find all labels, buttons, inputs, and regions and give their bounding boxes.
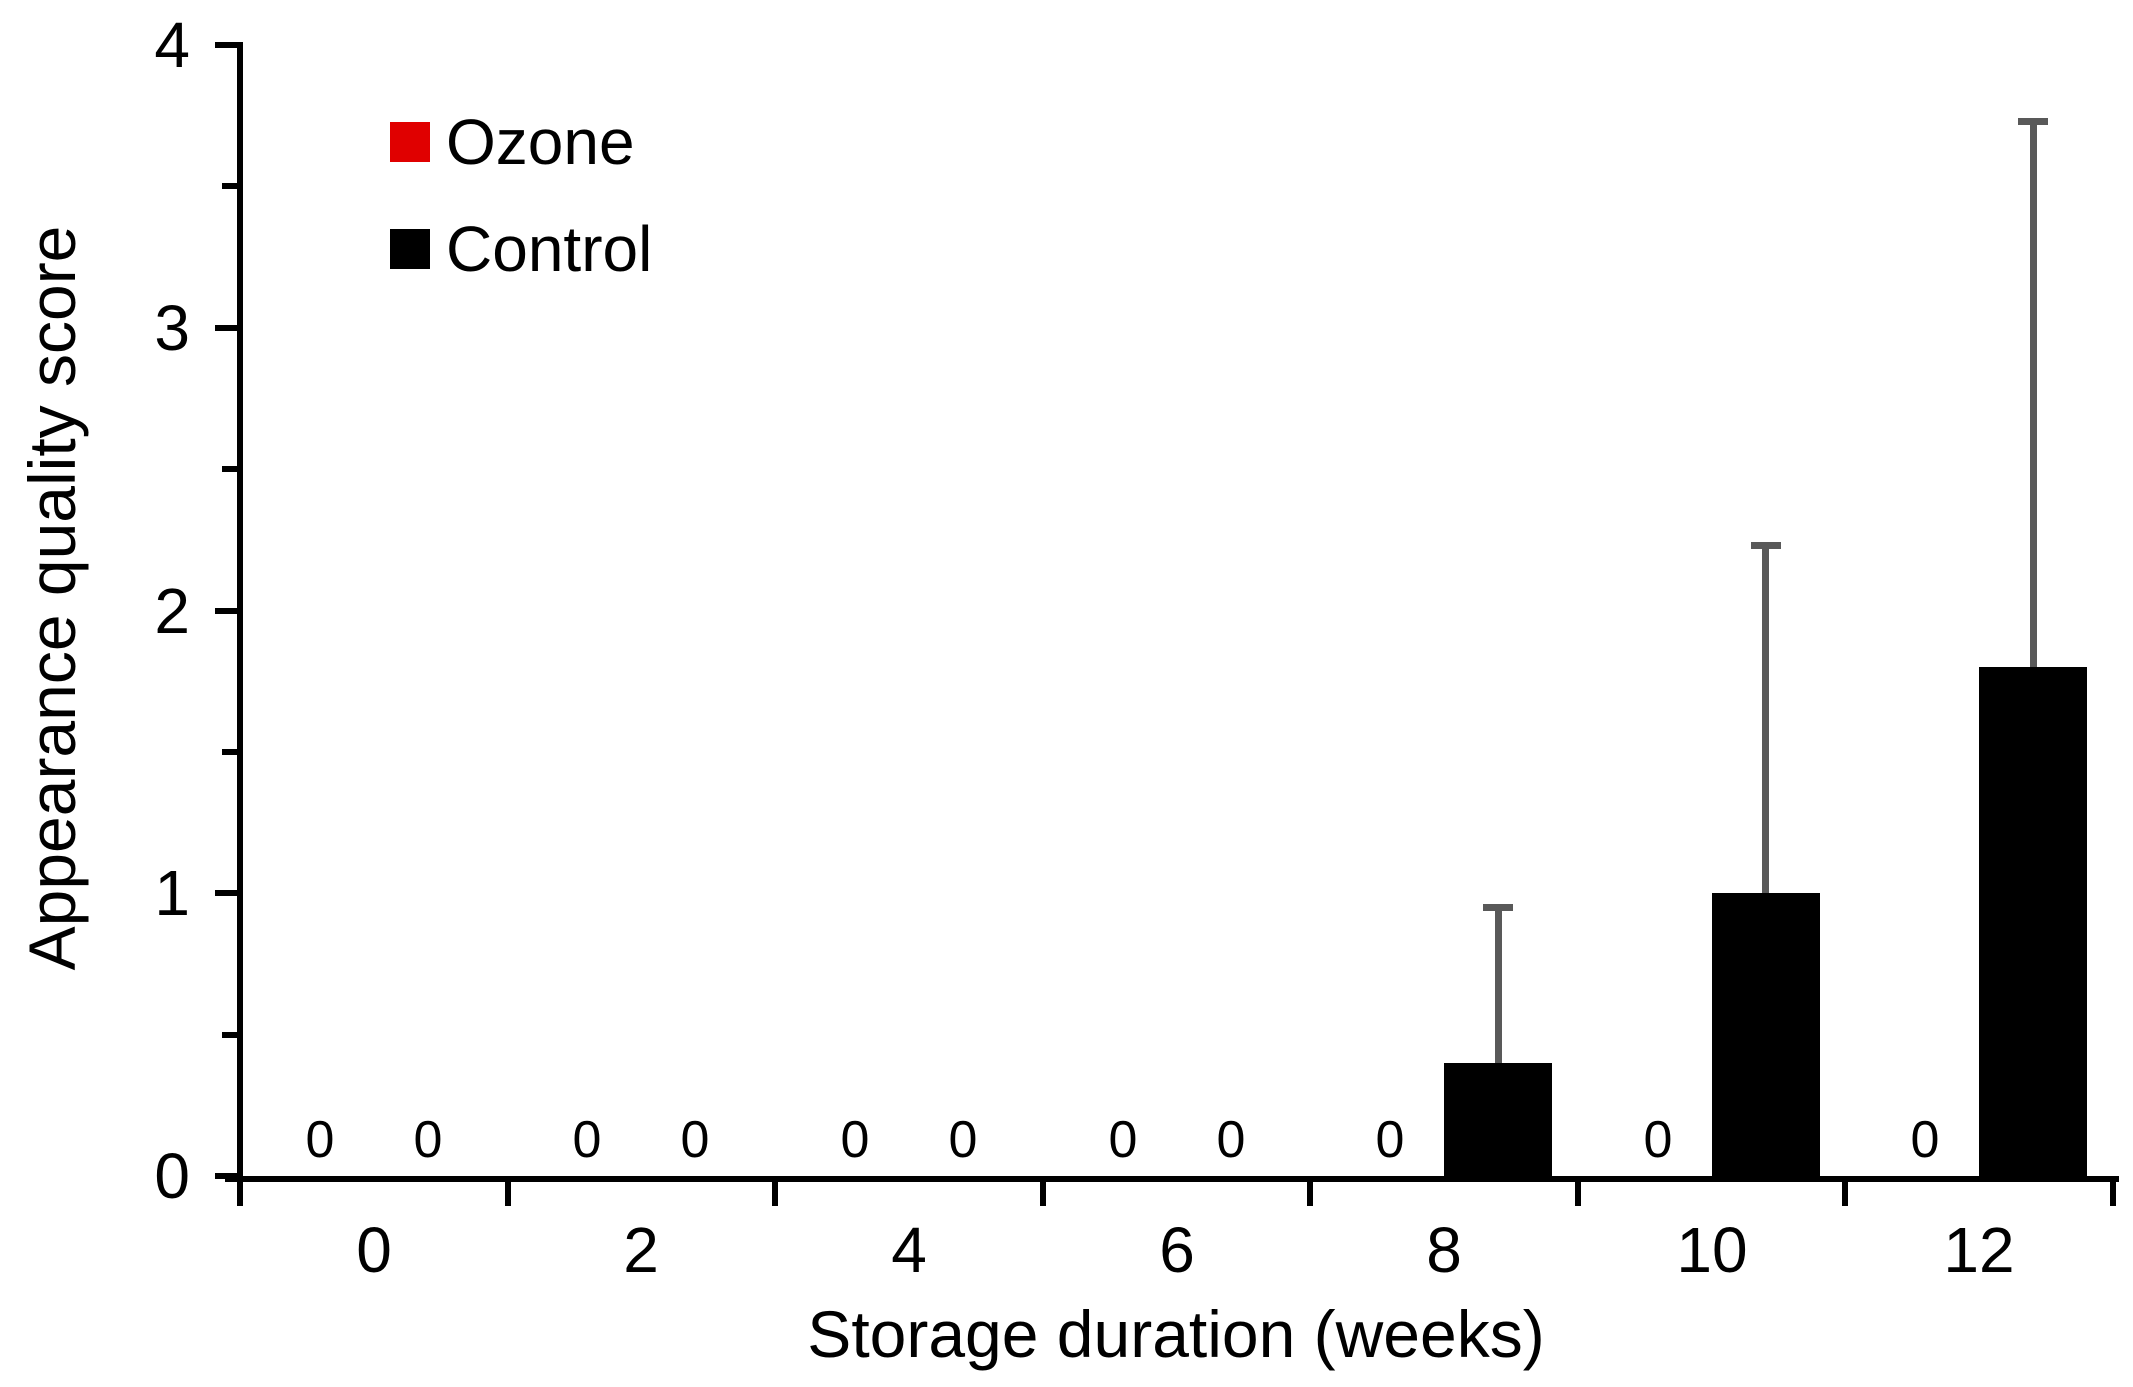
x-tick-label: 10	[1676, 1214, 1748, 1286]
bar-control-week-12	[1979, 667, 2087, 1176]
x-tick-label: 2	[623, 1214, 659, 1286]
zero-label: 0	[305, 1111, 335, 1169]
y-tick-minor	[222, 466, 237, 472]
y-tick-minor	[222, 749, 237, 755]
zero-label: 0	[1375, 1111, 1405, 1169]
legend-swatch-ozone	[390, 122, 430, 162]
y-tick-label: 3	[154, 292, 190, 364]
zero-label: 0	[413, 1111, 443, 1169]
y-tick-label: 4	[154, 9, 190, 81]
y-tick-minor	[222, 1032, 237, 1038]
x-tick	[505, 1182, 511, 1206]
legend-item-control: Control	[390, 217, 652, 281]
x-tick	[2110, 1182, 2116, 1206]
y-tick-major	[215, 1173, 237, 1179]
legend-label-ozone: Ozone	[446, 106, 635, 178]
x-tick	[237, 1182, 243, 1206]
error-bar-line	[2030, 121, 2037, 667]
x-tick	[1575, 1182, 1581, 1206]
x-tick-label: 0	[356, 1214, 392, 1286]
x-tick	[1040, 1182, 1046, 1206]
zero-label: 0	[572, 1111, 602, 1169]
bar-control-week-10	[1712, 893, 1820, 1176]
legend-item-ozone: Ozone	[390, 110, 652, 174]
y-tick-label: 0	[154, 1140, 190, 1212]
y-tick-major	[215, 325, 237, 331]
x-tick-label: 6	[1159, 1214, 1195, 1286]
legend-label-control: Control	[446, 213, 653, 285]
y-tick-major	[215, 42, 237, 48]
legend-swatch-control	[390, 229, 430, 269]
zero-label: 0	[1216, 1111, 1246, 1169]
zero-label: 0	[1108, 1111, 1138, 1169]
zero-label: 0	[1910, 1111, 1940, 1169]
bar-control-week-8	[1444, 1063, 1552, 1176]
zero-label: 0	[840, 1111, 870, 1169]
zero-label: 0	[680, 1111, 710, 1169]
y-tick-minor	[222, 183, 237, 189]
x-axis-title: Storage duration (weeks)	[807, 1297, 1545, 1371]
y-axis-line	[237, 42, 243, 1182]
legend: Ozone Control	[390, 110, 652, 336]
y-tick-label: 1	[154, 857, 190, 929]
zero-label: 0	[1643, 1111, 1673, 1169]
x-tick	[1307, 1182, 1313, 1206]
x-tick	[1842, 1182, 1848, 1206]
y-tick-major	[215, 890, 237, 896]
x-tick-label: 8	[1426, 1214, 1462, 1286]
error-bar-cap	[1751, 542, 1781, 549]
x-tick-label: 4	[891, 1214, 927, 1286]
y-tick-major	[215, 608, 237, 614]
y-tick-label: 2	[154, 575, 190, 647]
zero-label: 0	[948, 1111, 978, 1169]
error-bar-cap	[1483, 904, 1513, 911]
x-axis-line	[225, 1176, 2119, 1182]
error-bar-line	[1495, 907, 1502, 1063]
x-tick	[772, 1182, 778, 1206]
error-bar-cap	[2018, 118, 2048, 125]
error-bar-line	[1762, 545, 1769, 893]
x-tick-label: 12	[1943, 1214, 2015, 1286]
